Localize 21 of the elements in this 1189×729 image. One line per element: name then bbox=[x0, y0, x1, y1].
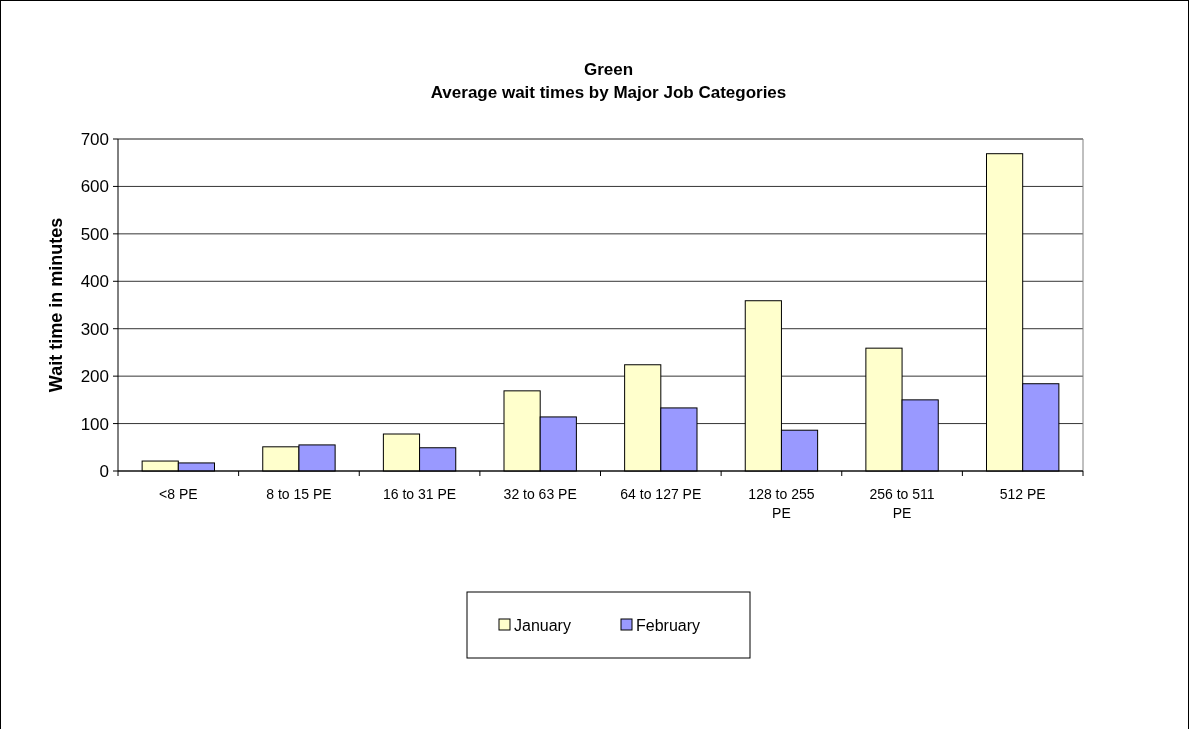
y-tick-label: 400 bbox=[80, 272, 109, 292]
x-tick-label: 8 to 15 PE bbox=[266, 486, 332, 502]
y-tick-label: 600 bbox=[80, 177, 109, 197]
x-tick-label: 128 to 255 PE bbox=[748, 486, 815, 521]
chart-subtitle: Average wait times by Major Job Categories bbox=[430, 83, 787, 102]
y-tick-label: 0 bbox=[99, 461, 109, 481]
x-tick-label: 256 to 511 PE bbox=[869, 486, 935, 521]
y-tick-label: 700 bbox=[80, 129, 109, 149]
x-tick-label: 32 to 63 PE bbox=[503, 486, 577, 502]
x-tick-label: 16 to 31 PE bbox=[382, 486, 457, 502]
y-tick-label: 300 bbox=[80, 319, 109, 339]
x-tick-label: 64 to 127 PE bbox=[620, 486, 702, 502]
x-tick-label: 512 PE bbox=[999, 486, 1046, 502]
legend-label: February bbox=[636, 616, 701, 634]
chart-title: Green bbox=[583, 60, 634, 79]
x-tick-label: <8 PE bbox=[159, 486, 198, 502]
legend-label: January bbox=[514, 616, 571, 634]
y-tick-label: 100 bbox=[80, 414, 109, 434]
y-tick-label: 200 bbox=[80, 367, 109, 387]
y-tick-label: 500 bbox=[80, 224, 109, 244]
y-axis-title: Wait time in minutes bbox=[46, 217, 66, 393]
